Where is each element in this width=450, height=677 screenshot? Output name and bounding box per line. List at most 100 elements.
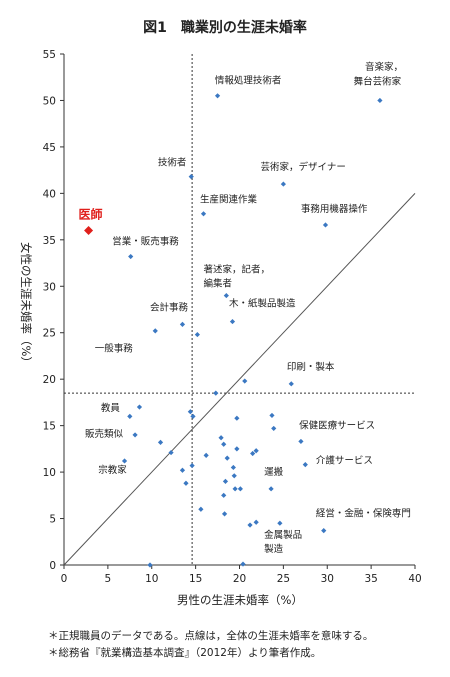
data-point — [224, 455, 230, 461]
data-point — [271, 425, 277, 432]
point-annotation: 教員 — [101, 402, 121, 414]
x-tick-label: 40 — [408, 573, 421, 585]
point-annotation: 情報処理技術者 — [215, 75, 282, 87]
data-point — [188, 174, 194, 180]
data-point — [179, 321, 186, 327]
data-point — [234, 446, 240, 452]
data-point — [189, 462, 195, 469]
data-point — [232, 486, 238, 492]
x-tick-label: 25 — [277, 573, 290, 585]
data-point — [253, 448, 259, 454]
data-point — [203, 452, 209, 458]
data-point — [152, 328, 158, 334]
y-tick-label: 35 — [43, 235, 56, 247]
y-tick-label: 20 — [43, 374, 56, 386]
data-point — [183, 480, 189, 486]
point-annotation: 金属製品 — [264, 529, 302, 541]
x-tick-label: 30 — [321, 573, 334, 585]
data-point — [322, 222, 329, 228]
highlight-point — [84, 226, 94, 236]
data-point — [221, 511, 228, 517]
data-point — [221, 492, 227, 498]
point-annotation: 事務用機器操作 — [301, 203, 368, 215]
y-tick-label: 25 — [43, 328, 56, 340]
x-tick-label: 20 — [233, 573, 246, 585]
data-point — [269, 412, 275, 419]
point-annotation: 一般事務 — [95, 342, 134, 354]
data-point — [194, 331, 200, 338]
data-point — [234, 415, 240, 421]
data-point — [221, 441, 227, 447]
data-point — [229, 318, 236, 325]
data-point — [377, 97, 383, 104]
data-point — [237, 486, 243, 492]
data-point — [277, 520, 283, 526]
point-annotation: 印刷・製本 — [287, 361, 335, 373]
plot-area: 0 5 10 15 20 25 30 35 40 0 5 10 15 20 25 30 35 40 45 50 55 医師… — [43, 49, 422, 585]
y-tick-label: 10 — [43, 467, 56, 479]
y-tick-label: 55 — [43, 49, 56, 61]
highlight-label: 医師 — [79, 207, 103, 222]
point-annotation: 経営・金融・保険専門 — [316, 508, 411, 520]
point-annotation: 技術者 — [158, 156, 187, 168]
x-tick-label: 0 — [61, 573, 68, 585]
point-annotation: 運搬 — [264, 466, 284, 478]
y-tick-label: 45 — [43, 142, 56, 154]
y-tick-label: 5 — [49, 514, 56, 526]
data-point — [147, 562, 153, 568]
data-point — [190, 413, 196, 419]
chart-title: 図1 職業別の生涯未婚率 — [143, 19, 307, 36]
point-annotation: 販売類似 — [85, 428, 124, 440]
x-tick-label: 35 — [364, 573, 377, 585]
data-point — [121, 458, 128, 464]
data-point — [223, 292, 229, 299]
data-point — [240, 561, 246, 567]
y-tick-label: 15 — [43, 421, 56, 433]
point-annotation: 営業・販売事務 — [112, 235, 179, 247]
data-point — [250, 450, 256, 457]
data-point — [242, 378, 248, 384]
data-point — [128, 253, 134, 260]
point-annotation: 音楽家， — [365, 61, 403, 73]
point-annotation: 著述家，記者， — [204, 263, 271, 275]
x-axis-label: 男性の生涯未婚率（%） — [177, 593, 303, 607]
diagonal-line — [63, 193, 416, 566]
footnote-2: ＊総務省『就業構造基本調査』（2012年）より筆者作成。 — [48, 647, 322, 659]
point-annotation: 生産関連作業 — [200, 194, 258, 206]
data-point — [298, 438, 304, 445]
data-point — [198, 506, 204, 512]
footnote-1: ＊正規職員のデータである。点線は，全体の生涯未婚率を意味する。 — [48, 630, 374, 642]
point-annotation: 宗教家 — [98, 464, 127, 476]
data-point — [253, 519, 259, 525]
point-annotation: 芸術家，デザイナー — [261, 161, 346, 173]
point-annotation: 介護サービス — [316, 455, 373, 467]
data-point — [136, 404, 143, 410]
point-annotation: 木・紙製品製造 — [229, 298, 296, 310]
x-tick-label: 15 — [189, 573, 202, 585]
scatter-chart: 図1 職業別の生涯未婚率 0 5 10 15 20 25 30 35 40 0 5 10 15 20 25 3… — [19, 19, 422, 607]
data-point — [302, 462, 308, 468]
y-tick-label: 30 — [43, 281, 56, 293]
data-point — [179, 467, 186, 473]
data-point — [231, 473, 237, 479]
data-point — [214, 93, 221, 99]
data-point — [200, 211, 207, 217]
data-point — [222, 478, 229, 484]
data-point — [132, 432, 138, 438]
data-point — [187, 409, 193, 415]
data-point — [247, 522, 253, 528]
y-tick-label: 50 — [43, 95, 56, 107]
data-point — [280, 181, 286, 187]
data-point — [168, 449, 174, 456]
point-annotation: 製造 — [264, 543, 284, 555]
data-point — [321, 528, 327, 534]
x-tick-label: 10 — [145, 573, 158, 585]
data-point — [268, 486, 274, 492]
data-point — [213, 390, 219, 396]
point-annotation: 会計事務 — [150, 301, 189, 313]
data-point — [230, 464, 236, 471]
point-annotation: 舞台芸術家 — [354, 76, 402, 88]
x-tick-label: 5 — [105, 573, 112, 585]
data-point — [218, 435, 224, 441]
y-tick-label: 40 — [43, 188, 56, 200]
